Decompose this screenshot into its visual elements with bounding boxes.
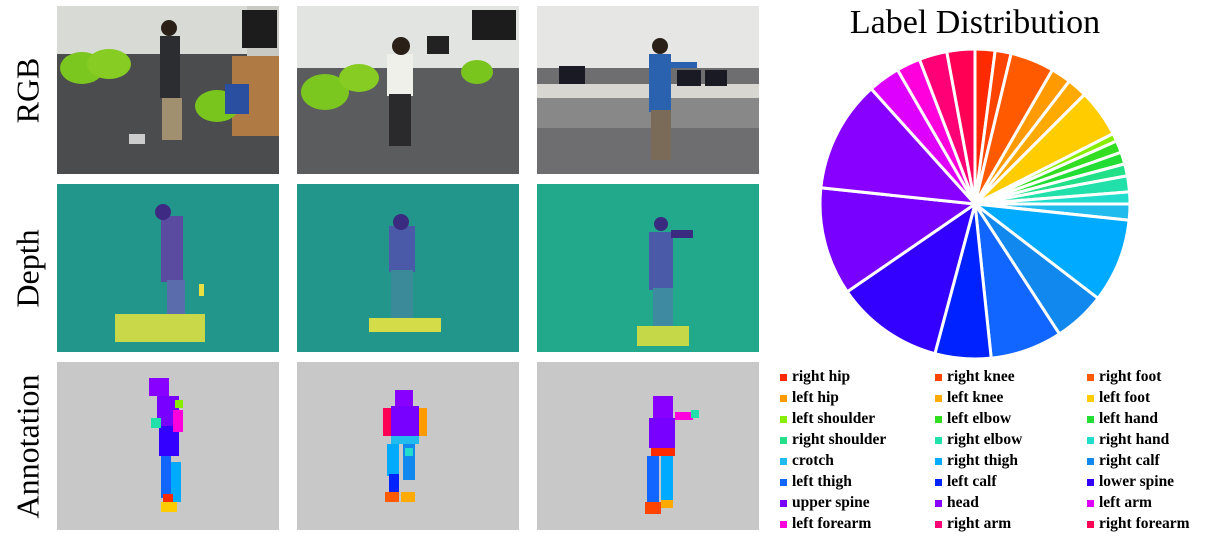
- legend-swatch: [1087, 436, 1094, 444]
- legend-swatch: [780, 520, 787, 528]
- legend-swatch: [935, 394, 942, 402]
- legend-label: left calf: [947, 473, 997, 490]
- legend-swatch: [935, 415, 942, 423]
- legend-label: crotch: [792, 452, 834, 469]
- legend-item: head: [935, 494, 979, 512]
- legend-swatch: [935, 436, 942, 444]
- legend-swatch: [1087, 520, 1094, 528]
- legend-label: right foot: [1099, 368, 1162, 385]
- legend-swatch: [1087, 499, 1094, 507]
- legend-label: head: [947, 494, 979, 511]
- legend-swatch: [780, 394, 787, 402]
- legend-swatch: [780, 373, 787, 381]
- legend-item: crotch: [780, 452, 834, 470]
- legend-item: right hand: [1087, 431, 1169, 449]
- legend-swatch: [935, 373, 942, 381]
- row-label-annotation: Annotation: [9, 374, 46, 518]
- annotation-image-1: [57, 362, 279, 530]
- legend-label: left hand: [1099, 410, 1158, 427]
- row-label-rgb: RGB: [9, 57, 46, 123]
- legend-item: left foot: [1087, 389, 1150, 407]
- legend-swatch: [935, 478, 942, 486]
- legend-label: left forearm: [792, 515, 872, 532]
- legend-item: left calf: [935, 473, 996, 491]
- legend-item: left knee: [935, 389, 1003, 407]
- legend-swatch: [935, 457, 942, 465]
- pie-slice-lower-spine: [845, 200, 978, 356]
- legend-swatch: [1087, 373, 1094, 381]
- legend-label: right thigh: [947, 452, 1019, 469]
- depth-image-3: [537, 184, 759, 352]
- legend-label: left hip: [792, 389, 839, 406]
- legend-label: right elbow: [947, 431, 1023, 448]
- pie-slice-upper-spine: [818, 186, 980, 294]
- legend-item: left arm: [1087, 494, 1152, 512]
- legend-swatch: [780, 436, 787, 444]
- depth-image-2: [297, 184, 519, 352]
- legend-label: right knee: [947, 368, 1015, 385]
- pie-slice-head: [819, 86, 979, 206]
- legend-label: left shoulder: [792, 410, 876, 427]
- legend-label: left foot: [1099, 389, 1151, 406]
- legend-label: left knee: [947, 389, 1004, 406]
- legend-item: right knee: [935, 368, 1015, 386]
- rgb-image-3: [537, 6, 759, 174]
- chart-title: Label Distribution: [849, 4, 1101, 41]
- legend-label: right shoulder: [792, 431, 887, 448]
- legend-swatch: [1087, 415, 1094, 423]
- legend-label: left elbow: [947, 410, 1012, 427]
- legend-item: upper spine: [780, 494, 870, 512]
- legend-item: left hip: [780, 389, 839, 407]
- legend-label: right forearm: [1099, 515, 1190, 532]
- legend-item: left hand: [1087, 410, 1158, 428]
- legend-swatch: [935, 499, 942, 507]
- legend-item: left thigh: [780, 473, 852, 491]
- rgb-image-2: [297, 6, 519, 174]
- legend-item: left elbow: [935, 410, 1011, 428]
- pie-slice-right-forearm: [945, 47, 977, 205]
- legend-swatch: [1087, 457, 1094, 465]
- rgb-image-1: [57, 6, 279, 174]
- legend-item: right thigh: [935, 452, 1018, 470]
- legend-label: left arm: [1099, 494, 1152, 511]
- annotation-image-2: [297, 362, 519, 530]
- legend-swatch: [780, 499, 787, 507]
- legend-label: right hip: [792, 368, 851, 385]
- depth-image-1: [57, 184, 279, 352]
- legend-item: right arm: [935, 515, 1011, 533]
- legend-swatch: [780, 457, 787, 465]
- legend-label: right calf: [1099, 452, 1160, 469]
- legend-item: left forearm: [780, 515, 871, 533]
- legend-swatch: [780, 478, 787, 486]
- row-label-depth: Depth: [9, 228, 46, 308]
- annotation-image-3: [537, 362, 759, 530]
- legend-label: right arm: [947, 515, 1012, 532]
- legend-item: lower spine: [1087, 473, 1174, 491]
- legend-item: right hip: [780, 368, 850, 386]
- legend-swatch: [935, 520, 942, 528]
- legend-label: upper spine: [792, 494, 870, 511]
- legend-item: right forearm: [1087, 515, 1190, 533]
- legend-label: right hand: [1099, 431, 1170, 448]
- legend-item: right shoulder: [780, 431, 886, 449]
- legend-item: right elbow: [935, 431, 1022, 449]
- legend-item: left shoulder: [780, 410, 875, 428]
- pie-slice-right-thigh: [969, 201, 1131, 301]
- legend-item: right calf: [1087, 452, 1160, 470]
- legend-label: left thigh: [792, 473, 852, 490]
- legend-item: right foot: [1087, 368, 1161, 386]
- legend-swatch: [780, 415, 787, 423]
- pie-chart: [818, 47, 1132, 361]
- legend-swatch: [1087, 394, 1094, 402]
- legend-label: lower spine: [1099, 473, 1175, 490]
- legend-swatch: [1087, 478, 1094, 486]
